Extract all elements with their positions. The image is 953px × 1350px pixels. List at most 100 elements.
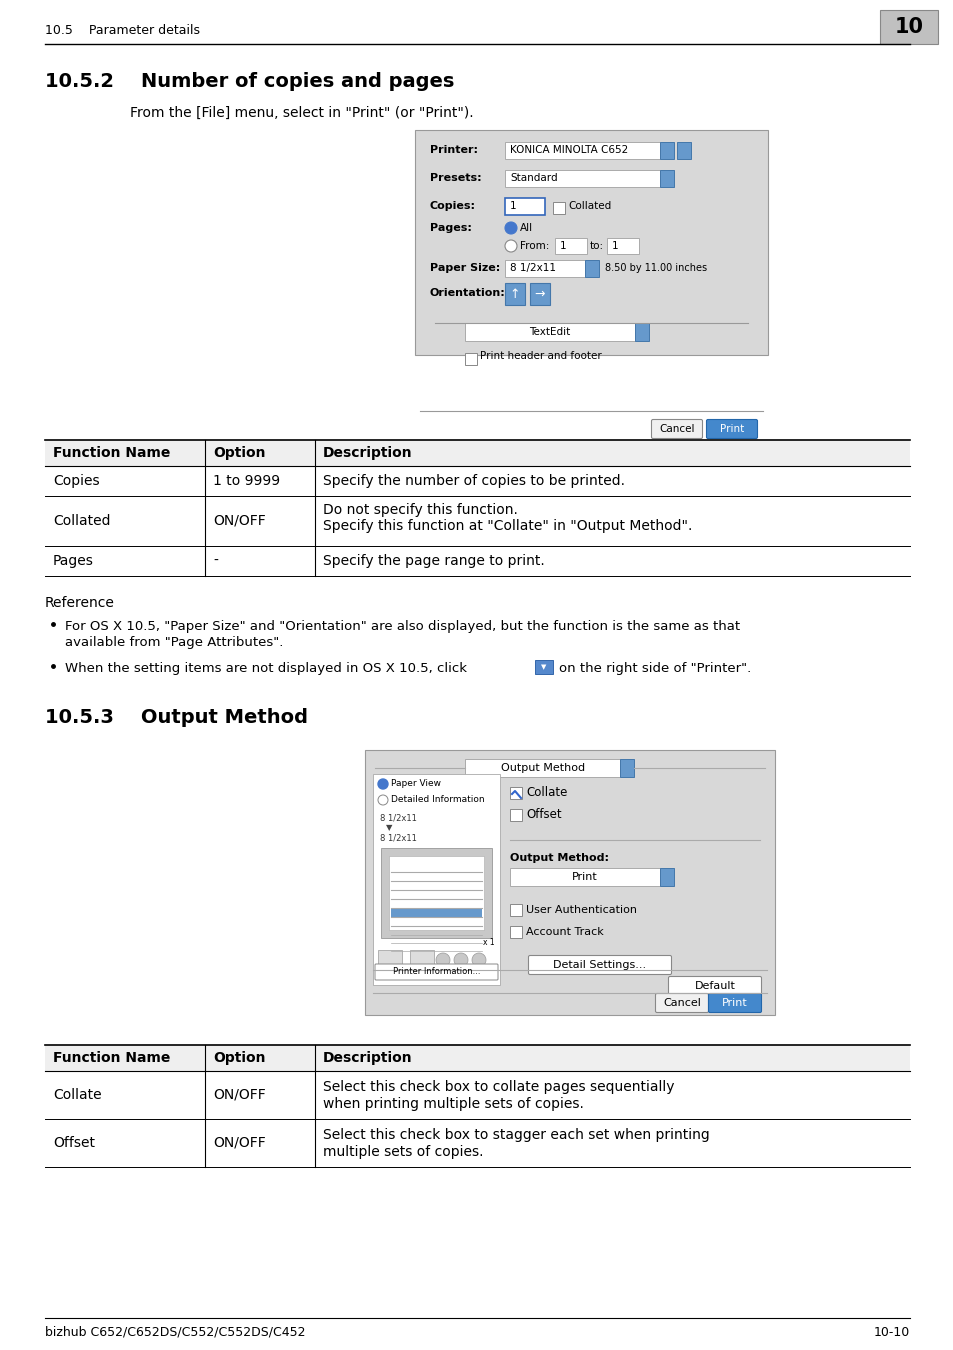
FancyBboxPatch shape bbox=[706, 420, 757, 439]
Text: ↑: ↑ bbox=[509, 288, 519, 301]
Text: 8 1/2x11: 8 1/2x11 bbox=[379, 833, 416, 842]
Text: Offset: Offset bbox=[53, 1135, 95, 1150]
Text: Function Name: Function Name bbox=[53, 446, 171, 460]
Text: Description: Description bbox=[323, 446, 413, 460]
Circle shape bbox=[504, 240, 517, 252]
Text: 10.5.3    Output Method: 10.5.3 Output Method bbox=[45, 707, 308, 728]
Bar bbox=[619, 759, 634, 778]
Text: Copies:: Copies: bbox=[430, 201, 476, 211]
Bar bbox=[677, 142, 690, 159]
Bar bbox=[377, 950, 401, 971]
Bar bbox=[659, 142, 673, 159]
Text: ON/OFF: ON/OFF bbox=[213, 1088, 266, 1102]
Text: when printing multiple sets of copies.: when printing multiple sets of copies. bbox=[323, 1098, 583, 1111]
Text: multiple sets of copies.: multiple sets of copies. bbox=[323, 1145, 483, 1160]
Bar bbox=[464, 759, 619, 778]
Text: Function Name: Function Name bbox=[53, 1052, 171, 1065]
Text: Collated: Collated bbox=[567, 201, 611, 211]
Text: 10.5    Parameter details: 10.5 Parameter details bbox=[45, 23, 200, 36]
Text: From:: From: bbox=[519, 242, 549, 251]
Text: Do not specify this function.: Do not specify this function. bbox=[323, 504, 517, 517]
Text: Print header and footer: Print header and footer bbox=[479, 351, 601, 360]
Bar bbox=[659, 170, 673, 188]
Text: Paper Size:: Paper Size: bbox=[430, 263, 499, 273]
Text: Print: Print bbox=[572, 872, 598, 882]
Bar bbox=[45, 1045, 909, 1071]
Bar bbox=[555, 238, 586, 254]
Text: Select this check box to stagger each set when printing: Select this check box to stagger each se… bbox=[323, 1129, 709, 1142]
Bar bbox=[510, 904, 521, 917]
Text: Detailed Information: Detailed Information bbox=[391, 795, 484, 805]
FancyBboxPatch shape bbox=[651, 420, 701, 439]
FancyBboxPatch shape bbox=[708, 994, 760, 1012]
Text: 10.5.2    Number of copies and pages: 10.5.2 Number of copies and pages bbox=[45, 72, 454, 90]
Text: Default: Default bbox=[694, 981, 735, 991]
Text: From the [File] menu, select in "Print" (or "Print").: From the [File] menu, select in "Print" … bbox=[130, 107, 473, 120]
Bar bbox=[530, 284, 550, 305]
Circle shape bbox=[504, 221, 517, 234]
Bar bbox=[464, 352, 476, 365]
Text: Offset: Offset bbox=[525, 809, 561, 822]
Bar bbox=[510, 926, 521, 938]
Text: ON/OFF: ON/OFF bbox=[213, 514, 266, 528]
Text: ON/OFF: ON/OFF bbox=[213, 1135, 266, 1150]
Text: Collate: Collate bbox=[53, 1088, 102, 1102]
Text: Collate: Collate bbox=[525, 787, 567, 799]
Text: ▼: ▼ bbox=[386, 824, 392, 833]
Text: 8 1/2x11: 8 1/2x11 bbox=[510, 263, 556, 273]
Bar bbox=[391, 909, 481, 918]
Text: Print: Print bbox=[720, 424, 743, 433]
Text: on the right side of "Printer".: on the right side of "Printer". bbox=[558, 662, 750, 675]
Text: 8 1/2x11: 8 1/2x11 bbox=[379, 814, 416, 822]
Bar bbox=[635, 323, 648, 342]
Bar bbox=[373, 774, 499, 986]
Bar bbox=[535, 660, 553, 674]
Text: Specify this function at "Collate" in "Output Method".: Specify this function at "Collate" in "O… bbox=[323, 518, 692, 533]
Text: TextEdit: TextEdit bbox=[529, 327, 570, 338]
Text: Description: Description bbox=[323, 1052, 413, 1065]
Bar bbox=[504, 198, 544, 215]
Bar bbox=[504, 142, 659, 159]
Text: Cancel: Cancel bbox=[662, 998, 700, 1008]
Circle shape bbox=[472, 953, 485, 967]
Bar bbox=[553, 202, 564, 215]
Text: 10: 10 bbox=[894, 18, 923, 36]
Bar bbox=[584, 261, 598, 277]
Text: Orientation:: Orientation: bbox=[430, 288, 505, 298]
Text: Copies: Copies bbox=[53, 474, 99, 487]
Bar bbox=[504, 170, 659, 188]
Text: 1 to 9999: 1 to 9999 bbox=[213, 474, 280, 487]
Text: ▼: ▼ bbox=[540, 664, 546, 670]
Text: Output Method:: Output Method: bbox=[510, 853, 608, 863]
Text: 1: 1 bbox=[612, 242, 618, 251]
Text: Specify the number of copies to be printed.: Specify the number of copies to be print… bbox=[323, 474, 624, 487]
Text: Presets:: Presets: bbox=[430, 173, 481, 184]
Text: Select this check box to collate pages sequentially: Select this check box to collate pages s… bbox=[323, 1080, 674, 1094]
Text: Printer Information...: Printer Information... bbox=[393, 968, 479, 976]
Text: Printer:: Printer: bbox=[430, 144, 477, 155]
Text: 1: 1 bbox=[559, 242, 566, 251]
Bar bbox=[410, 950, 434, 971]
Text: Pages:: Pages: bbox=[430, 223, 472, 234]
Bar bbox=[365, 751, 774, 1015]
Text: Detail Settings...: Detail Settings... bbox=[553, 960, 646, 971]
Bar bbox=[510, 809, 521, 821]
Text: Reference: Reference bbox=[45, 595, 114, 610]
Text: 10-10: 10-10 bbox=[873, 1326, 909, 1338]
Bar bbox=[510, 787, 521, 799]
Bar bbox=[380, 848, 492, 938]
Circle shape bbox=[436, 953, 450, 967]
Text: →: → bbox=[535, 288, 545, 301]
Text: Print: Print bbox=[721, 998, 747, 1008]
Text: When the setting items are not displayed in OS X 10.5, click: When the setting items are not displayed… bbox=[65, 662, 467, 675]
Text: Cancel: Cancel bbox=[659, 424, 694, 433]
Text: Specify the page range to print.: Specify the page range to print. bbox=[323, 554, 544, 568]
FancyBboxPatch shape bbox=[668, 976, 760, 995]
Bar bbox=[415, 130, 767, 355]
Circle shape bbox=[454, 953, 468, 967]
Text: Option: Option bbox=[213, 1052, 265, 1065]
Text: 1: 1 bbox=[510, 201, 517, 211]
Text: Paper View: Paper View bbox=[391, 779, 440, 788]
Text: All: All bbox=[519, 223, 533, 234]
Text: Option: Option bbox=[213, 446, 265, 460]
